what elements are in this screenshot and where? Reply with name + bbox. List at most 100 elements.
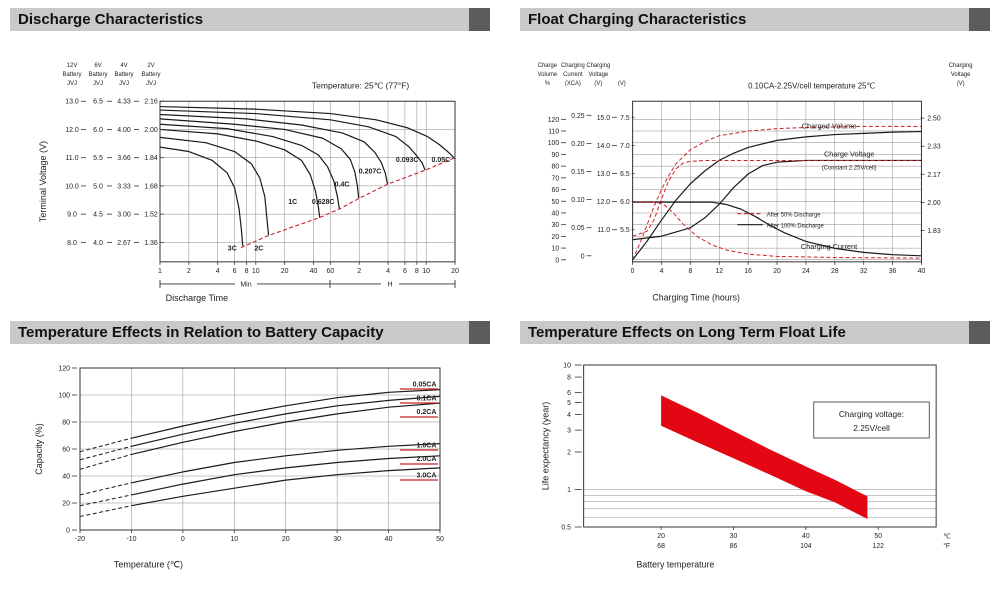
svg-text:℃: ℃ xyxy=(943,533,951,540)
svg-text:2: 2 xyxy=(187,268,191,275)
svg-text:6: 6 xyxy=(403,268,407,275)
panel-float-life: Temperature Effects on Long Term Float L… xyxy=(520,321,990,593)
svg-text:0: 0 xyxy=(555,257,559,264)
svg-text:(XCA): (XCA) xyxy=(565,81,581,87)
svg-text:32: 32 xyxy=(860,268,868,275)
section-header-discharge: Discharge Characteristics xyxy=(10,8,490,31)
svg-text:Voltage: Voltage xyxy=(951,72,971,78)
svg-text:100: 100 xyxy=(58,393,70,400)
svg-text:8: 8 xyxy=(688,268,692,275)
svg-text:3C: 3C xyxy=(228,246,237,253)
svg-text:(V): (V) xyxy=(618,81,626,87)
svg-text:8: 8 xyxy=(567,375,571,382)
svg-text:Voltage: Voltage xyxy=(589,72,609,78)
svg-text:(V): (V) xyxy=(957,81,965,87)
svg-text:40: 40 xyxy=(385,536,393,543)
svg-text:0: 0 xyxy=(66,528,70,535)
svg-text:°F: °F xyxy=(943,542,950,550)
svg-text:50: 50 xyxy=(436,536,444,543)
svg-text:13.0: 13.0 xyxy=(65,99,79,106)
svg-text:10: 10 xyxy=(252,268,260,275)
svg-text:12.0: 12.0 xyxy=(597,199,610,206)
svg-text:28: 28 xyxy=(831,268,839,275)
svg-text:80: 80 xyxy=(62,420,70,427)
svg-text:3.0CA: 3.0CA xyxy=(417,472,437,479)
svg-text:Temperature (℃): Temperature (℃) xyxy=(114,559,183,569)
svg-text:4.5: 4.5 xyxy=(93,212,103,219)
svg-text:11.0: 11.0 xyxy=(65,155,78,162)
svg-text:Discharge Time: Discharge Time xyxy=(166,293,228,303)
svg-text:20: 20 xyxy=(552,234,560,241)
svg-text:60: 60 xyxy=(62,447,70,454)
svg-text:2V: 2V xyxy=(147,63,154,69)
svg-text:60: 60 xyxy=(326,268,334,275)
svg-text:JVJ: JVJ xyxy=(146,81,156,87)
svg-text:4V: 4V xyxy=(120,63,127,69)
svg-text:-20: -20 xyxy=(75,536,85,543)
svg-text:40: 40 xyxy=(918,268,926,275)
svg-text:0.1CA: 0.1CA xyxy=(417,395,437,402)
svg-text:0.4C: 0.4C xyxy=(335,181,350,188)
svg-text:10: 10 xyxy=(230,536,238,543)
svg-text:4.0: 4.0 xyxy=(93,240,103,247)
svg-text:110: 110 xyxy=(548,128,559,135)
svg-text:80: 80 xyxy=(552,164,560,171)
svg-text:1.0CA: 1.0CA xyxy=(417,442,437,449)
svg-text:12.0: 12.0 xyxy=(65,127,79,134)
svg-text:3.33: 3.33 xyxy=(117,183,131,190)
svg-text:8: 8 xyxy=(245,268,249,275)
svg-text:120: 120 xyxy=(548,117,560,124)
svg-text:Charge: Charge xyxy=(538,63,558,69)
svg-text:10: 10 xyxy=(563,362,571,369)
svg-text:0.10: 0.10 xyxy=(571,197,584,204)
svg-text:4: 4 xyxy=(216,268,220,275)
svg-text:0.628C: 0.628C xyxy=(312,199,335,206)
svg-text:Charging Current: Charging Current xyxy=(801,242,857,251)
svg-text:120: 120 xyxy=(58,366,70,373)
svg-text:Charging: Charging xyxy=(561,63,585,69)
svg-text:After 50% Discharge: After 50% Discharge xyxy=(767,213,821,219)
svg-text:13.0: 13.0 xyxy=(597,171,610,178)
svg-text:Current: Current xyxy=(563,72,583,78)
header-end-cap xyxy=(469,321,490,344)
svg-text:-10: -10 xyxy=(126,536,136,543)
svg-text:100: 100 xyxy=(548,140,560,147)
svg-text:9.0: 9.0 xyxy=(67,212,77,219)
svg-text:%: % xyxy=(545,81,551,87)
svg-text:20: 20 xyxy=(773,268,781,275)
svg-text:Battery: Battery xyxy=(142,72,161,78)
svg-text:50: 50 xyxy=(874,533,882,540)
svg-text:7.0: 7.0 xyxy=(620,143,630,150)
svg-text:36: 36 xyxy=(889,268,897,275)
svg-text:0.093C: 0.093C xyxy=(396,157,419,164)
svg-text:15.0: 15.0 xyxy=(597,115,610,122)
svg-text:3.66: 3.66 xyxy=(117,155,131,162)
svg-text:20: 20 xyxy=(281,268,289,275)
svg-text:10.0: 10.0 xyxy=(65,183,79,190)
svg-text:Min: Min xyxy=(240,282,251,289)
svg-text:1.36: 1.36 xyxy=(144,240,158,247)
svg-text:2C: 2C xyxy=(254,246,263,253)
svg-text:0.05CA: 0.05CA xyxy=(413,382,437,389)
svg-text:3.00: 3.00 xyxy=(117,212,131,219)
svg-text:Capacity (%): Capacity (%) xyxy=(34,423,44,475)
svg-text:16: 16 xyxy=(744,268,752,275)
svg-text:8.0: 8.0 xyxy=(67,240,77,247)
svg-text:(Constant 2.25V/cell): (Constant 2.25V/cell) xyxy=(822,165,877,171)
svg-text:3: 3 xyxy=(567,428,571,435)
svg-text:6: 6 xyxy=(567,390,571,397)
svg-text:20: 20 xyxy=(282,536,290,543)
svg-text:2: 2 xyxy=(357,268,361,275)
svg-text:90: 90 xyxy=(552,152,560,159)
section-header-temperature-capacity: Temperature Effects in Relation to Batte… xyxy=(10,321,490,344)
svg-text:Charge Voltage: Charge Voltage xyxy=(824,150,875,159)
svg-text:86: 86 xyxy=(730,543,738,550)
svg-text:5.0: 5.0 xyxy=(93,183,103,190)
svg-text:1: 1 xyxy=(567,487,571,494)
svg-text:5.5: 5.5 xyxy=(93,155,103,162)
svg-text:4.33: 4.33 xyxy=(117,99,131,106)
svg-text:Battery: Battery xyxy=(63,72,82,78)
svg-text:1.84: 1.84 xyxy=(144,155,158,162)
header-end-cap xyxy=(969,8,990,31)
